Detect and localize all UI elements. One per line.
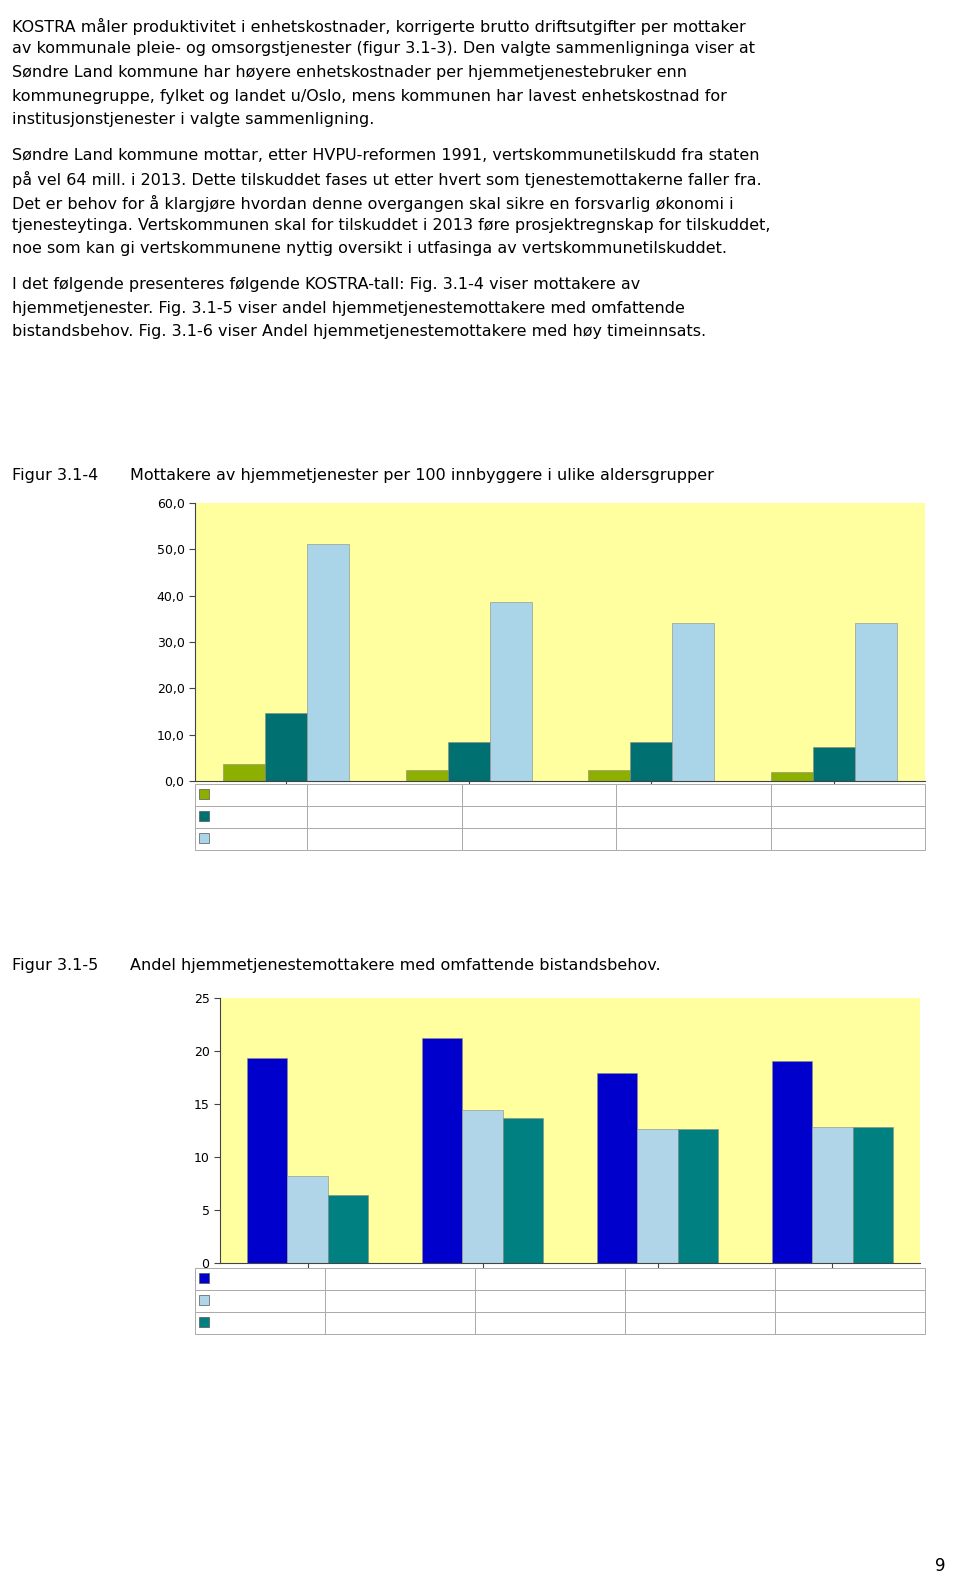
Text: I det følgende presenteres følgende KOSTRA-tall: Fig. 3.1-4 viser mottakere av: I det følgende presenteres følgende KOST… [12, 278, 640, 292]
Bar [678, 1129, 718, 1263]
Bar [854, 624, 897, 782]
Text: 13,7: 13,7 [534, 1316, 566, 1330]
Text: 67-79 år: 67-79 år [213, 1295, 270, 1308]
Text: 12,8: 12,8 [833, 1316, 866, 1330]
Bar [772, 1061, 812, 1263]
Text: 38,6: 38,6 [524, 833, 553, 845]
Text: institusjonstjenester i valgte sammenligning.: institusjonstjenester i valgte sammenlig… [12, 112, 374, 128]
Bar [490, 603, 532, 782]
Text: 0-66 år: 0-66 år [213, 1273, 261, 1286]
Text: hjemmetjenester. Fig. 3.1-5 viser andel hjemmetjenestemottakere med omfattende: hjemmetjenester. Fig. 3.1-5 viser andel … [12, 300, 684, 316]
Bar [637, 1129, 678, 1263]
Text: 8,5: 8,5 [528, 810, 549, 823]
Bar [631, 742, 672, 782]
Bar [597, 1073, 637, 1263]
Text: 7,4: 7,4 [837, 810, 858, 823]
Bar [422, 1038, 463, 1263]
Text: bistandsbehov. Fig. 3.1-6 viser Andel hjemmetjenestemottakere med høy timeinnsat: bistandsbehov. Fig. 3.1-6 viser Andel hj… [12, 324, 707, 340]
Bar [813, 746, 854, 782]
Text: 14,4: 14,4 [534, 1295, 566, 1308]
Text: 67-79 år: 67-79 år [213, 788, 270, 802]
Text: 34: 34 [684, 833, 702, 845]
Text: 51,1: 51,1 [370, 833, 399, 845]
Bar [307, 544, 349, 782]
Text: Søndre Land kommune har høyere enhetskostnader per hjemmetjenestebruker enn: Søndre Land kommune har høyere enhetskos… [12, 65, 687, 80]
Text: 19,1: 19,1 [833, 1273, 866, 1286]
Text: kommunegruppe, fylket og landet u/Oslo, mens kommunen har lavest enhetskostnad f: kommunegruppe, fylket og landet u/Oslo, … [12, 88, 727, 104]
Text: 80 årog over: 80 årog over [213, 833, 298, 845]
Bar [247, 1059, 287, 1263]
Text: 12,6: 12,6 [684, 1295, 716, 1308]
Text: 0-66 år: 0-66 år [213, 810, 261, 823]
Text: 2,3: 2,3 [683, 788, 704, 802]
Text: på vel 64 mill. i 2013. Dette tilskuddet fases ut etter hvert som tjenestemottak: på vel 64 mill. i 2013. Dette tilskuddet… [12, 171, 761, 188]
Text: 34: 34 [839, 833, 856, 845]
Bar [852, 1128, 893, 1263]
Text: Figur 3.1-5: Figur 3.1-5 [12, 959, 98, 973]
Bar [463, 1110, 503, 1263]
Text: 21,2: 21,2 [534, 1273, 566, 1286]
Text: Det er behov for å klargjøre hvordan denne overgangen skal sikre en forsvarlig ø: Det er behov for å klargjøre hvordan den… [12, 195, 733, 212]
Text: 6,4: 6,4 [388, 1316, 412, 1330]
Bar [672, 624, 714, 782]
Text: 12,6: 12,6 [684, 1316, 716, 1330]
Text: Figur 3.1-4: Figur 3.1-4 [12, 467, 98, 483]
Text: 2,3: 2,3 [528, 788, 549, 802]
Text: Andel hjemmetjenestemottakere med omfattende bistandsbehov.: Andel hjemmetjenestemottakere med omfatt… [130, 959, 660, 973]
Text: 8,4: 8,4 [683, 810, 704, 823]
Text: 19,3: 19,3 [384, 1273, 417, 1286]
Text: 9: 9 [934, 1557, 945, 1574]
Bar [406, 770, 447, 782]
Text: av kommunale pleie- og omsorgstjenester (figur 3.1-3). Den valgte sammenligninga: av kommunale pleie- og omsorgstjenester … [12, 41, 755, 56]
Text: KOSTRA måler produktivitet i enhetskostnader, korrigerte brutto driftsutgifter p: KOSTRA måler produktivitet i enhetskostn… [12, 18, 746, 35]
Bar [812, 1128, 852, 1263]
Bar [265, 713, 307, 782]
Bar [447, 742, 490, 782]
Text: 2: 2 [844, 788, 852, 802]
Text: Søndre Land kommune mottar, etter HVPU-reformen 1991, vertskommunetilskudd fra s: Søndre Land kommune mottar, etter HVPU-r… [12, 147, 759, 163]
Text: noe som kan gi vertskommunene nyttig oversikt i utfasinga av vertskommunetilskud: noe som kan gi vertskommunene nyttig ove… [12, 241, 727, 257]
Text: Mottakere av hjemmetjenester per 100 innbyggere i ulike aldersgrupper: Mottakere av hjemmetjenester per 100 inn… [130, 467, 714, 483]
Text: 3,7: 3,7 [373, 788, 395, 802]
Bar [287, 1176, 327, 1263]
Text: 14,7: 14,7 [370, 810, 399, 823]
Bar [771, 772, 813, 782]
Text: 8,2: 8,2 [388, 1295, 412, 1308]
Text: 12,8: 12,8 [833, 1295, 866, 1308]
Bar [224, 764, 265, 782]
Text: 17,9: 17,9 [684, 1273, 716, 1286]
Text: tjenesteytinga. Vertskommunen skal for tilskuddet i 2013 føre prosjektregnskap f: tjenesteytinga. Vertskommunen skal for t… [12, 219, 771, 233]
Text: 80 år og over: 80 år og over [213, 1316, 302, 1330]
Bar [588, 770, 631, 782]
Bar [327, 1195, 368, 1263]
Bar [503, 1118, 542, 1263]
